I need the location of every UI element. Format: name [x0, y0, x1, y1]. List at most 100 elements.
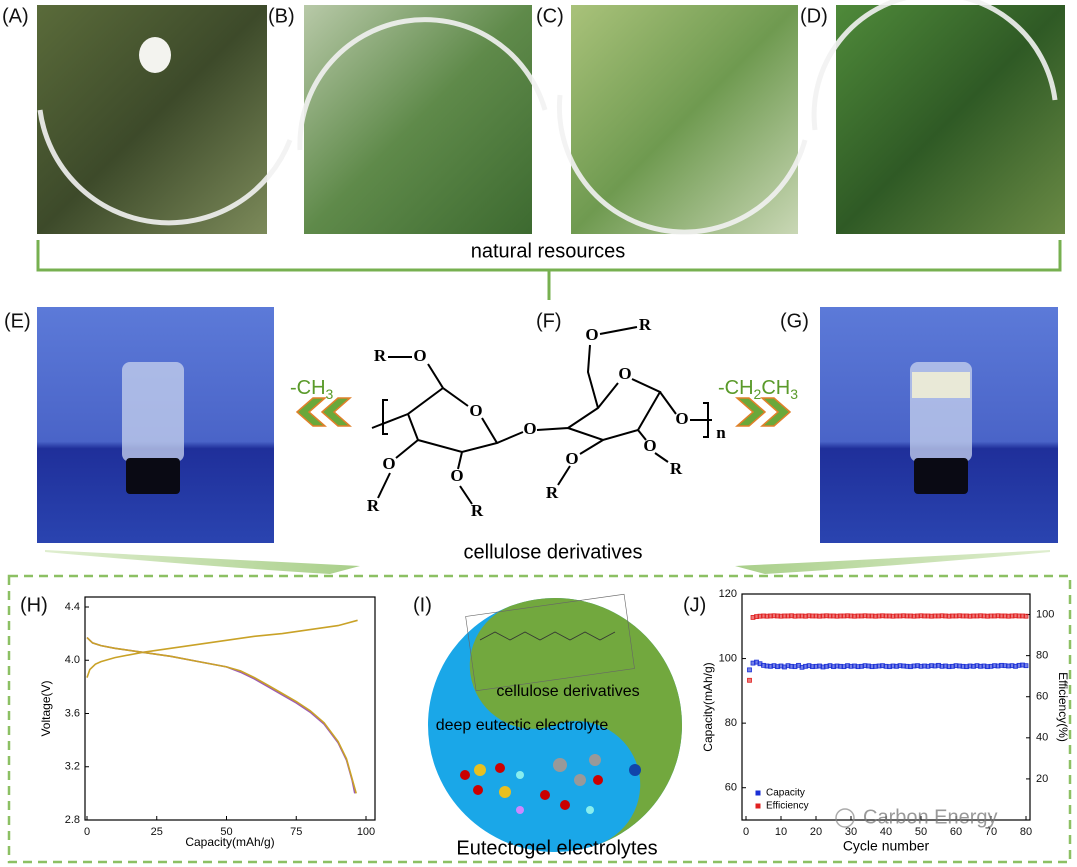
x-tick-label: 70: [985, 826, 997, 838]
marker: [1023, 663, 1029, 669]
y-tick-label: 3.6: [65, 707, 80, 719]
plot-frame: [84, 596, 376, 821]
yinyang-label: deep eutectic electrolyte: [436, 717, 609, 734]
panel-label: (G): [780, 310, 809, 332]
atom-label: O: [450, 466, 463, 485]
atom-label: O: [675, 409, 688, 428]
yin-yang: [428, 598, 682, 852]
y-tick-label: 80: [725, 717, 737, 729]
y2-axis-title: Efficiency(%): [1056, 672, 1070, 742]
legend-label: Efficiency: [766, 801, 809, 812]
y2-tick-label: 40: [1036, 732, 1048, 744]
chevrons: [295, 397, 792, 427]
x-tick-label: 50: [220, 826, 232, 838]
y-tick-label: 4.0: [65, 654, 80, 666]
x-axis-title: Capacity(mAh/g): [185, 835, 274, 849]
caption: natural resources: [471, 240, 626, 262]
atom-label: R: [670, 459, 683, 478]
text-part: -CH: [290, 377, 326, 399]
atom-label: R: [367, 496, 380, 515]
y-tick-label: 2.8: [65, 814, 80, 826]
substituent: -CH3: [290, 377, 334, 401]
panel-label: (E): [4, 310, 31, 332]
y-tick-label: 60: [725, 782, 737, 794]
panel-label: (H): [20, 594, 48, 616]
atom-label: O: [643, 436, 656, 455]
y-tick-label: 100: [719, 652, 737, 664]
atom-label: R: [471, 501, 484, 520]
structure-bonds: [371, 326, 712, 505]
panel-label: (I): [413, 594, 432, 616]
panel-label: (J): [683, 594, 706, 616]
arcs: [37, 0, 1058, 235]
photo-bamboo: [304, 5, 532, 234]
y2-tick-label: 100: [1036, 608, 1054, 620]
photos: [37, 0, 1065, 543]
substituent: -CH2CH3: [718, 377, 798, 401]
panel-label: (B): [268, 5, 295, 27]
plot-frame: [741, 593, 1031, 821]
atom-label: O: [413, 346, 426, 365]
atom-label: O: [469, 401, 482, 420]
arrow-left: [45, 550, 360, 574]
atom-label: R: [374, 346, 387, 365]
atom-label: O: [523, 419, 536, 438]
x-tick-label: 0: [743, 826, 749, 838]
panel-label: (D): [800, 5, 828, 27]
y-axis-title: Capacity(mAh/g): [701, 662, 715, 751]
molecules: [460, 593, 641, 814]
atom-label: n: [716, 423, 726, 442]
bracket: [36, 240, 1062, 300]
x-tick-label: 50: [915, 826, 927, 838]
curve: [86, 619, 358, 678]
marker: [747, 677, 752, 683]
y2-tick-label: 60: [1036, 691, 1048, 703]
x-tick-label: 25: [151, 826, 163, 838]
cotton-boll: [139, 37, 171, 73]
marker: [747, 667, 752, 673]
subscript: 3: [326, 386, 334, 402]
atom-label: O: [382, 454, 395, 473]
x-axis-title: Cycle number: [843, 838, 930, 854]
text-part: -CH: [718, 377, 754, 399]
x-tick-label: 60: [950, 826, 962, 838]
yinyang-caption: Eutectogel electrolytes: [456, 837, 657, 859]
yinyang-label: cellulose derivatives: [496, 683, 639, 700]
text-part: CH: [761, 377, 790, 399]
panel-label: (C): [536, 5, 564, 27]
x-tick-label: 75: [290, 826, 302, 838]
atom-label: O: [565, 449, 578, 468]
y-tick-label: 3.2: [65, 761, 80, 773]
x-tick-label: 20: [810, 826, 822, 838]
x-tick-label: 80: [1020, 826, 1032, 838]
marker: [1023, 613, 1029, 619]
atom-label: O: [618, 364, 631, 383]
x-tick-label: 100: [357, 826, 375, 838]
vial-e: [122, 362, 184, 494]
atom-label: R: [546, 483, 559, 502]
y2-tick-label: 20: [1036, 773, 1048, 785]
panel-label: (F): [536, 310, 562, 332]
watermark-icon: [835, 808, 855, 828]
vial-g: [910, 362, 972, 494]
curve: [86, 637, 357, 794]
x-tick-label: 0: [84, 826, 90, 838]
arrow-right: [735, 550, 1050, 574]
subscript: 3: [790, 386, 798, 402]
caption: cellulose derivatives: [464, 541, 643, 563]
photo-wheat: [571, 5, 798, 234]
x-tick-label: 10: [775, 826, 787, 838]
subscript: 2: [754, 386, 762, 402]
photo-trees: [836, 5, 1065, 234]
panel-box: [7, 574, 1072, 864]
y-tick-label: 120: [719, 588, 737, 600]
y-tick-label: 4.4: [65, 601, 80, 613]
x-tick-label: 40: [880, 826, 892, 838]
y2-tick-label: 80: [1036, 650, 1048, 662]
y-axis-title: Voltage(V): [39, 680, 53, 736]
atom-label: O: [585, 325, 598, 344]
panel-label: (A): [2, 5, 29, 27]
legend-marker: [755, 803, 761, 809]
legend-marker: [755, 790, 761, 796]
